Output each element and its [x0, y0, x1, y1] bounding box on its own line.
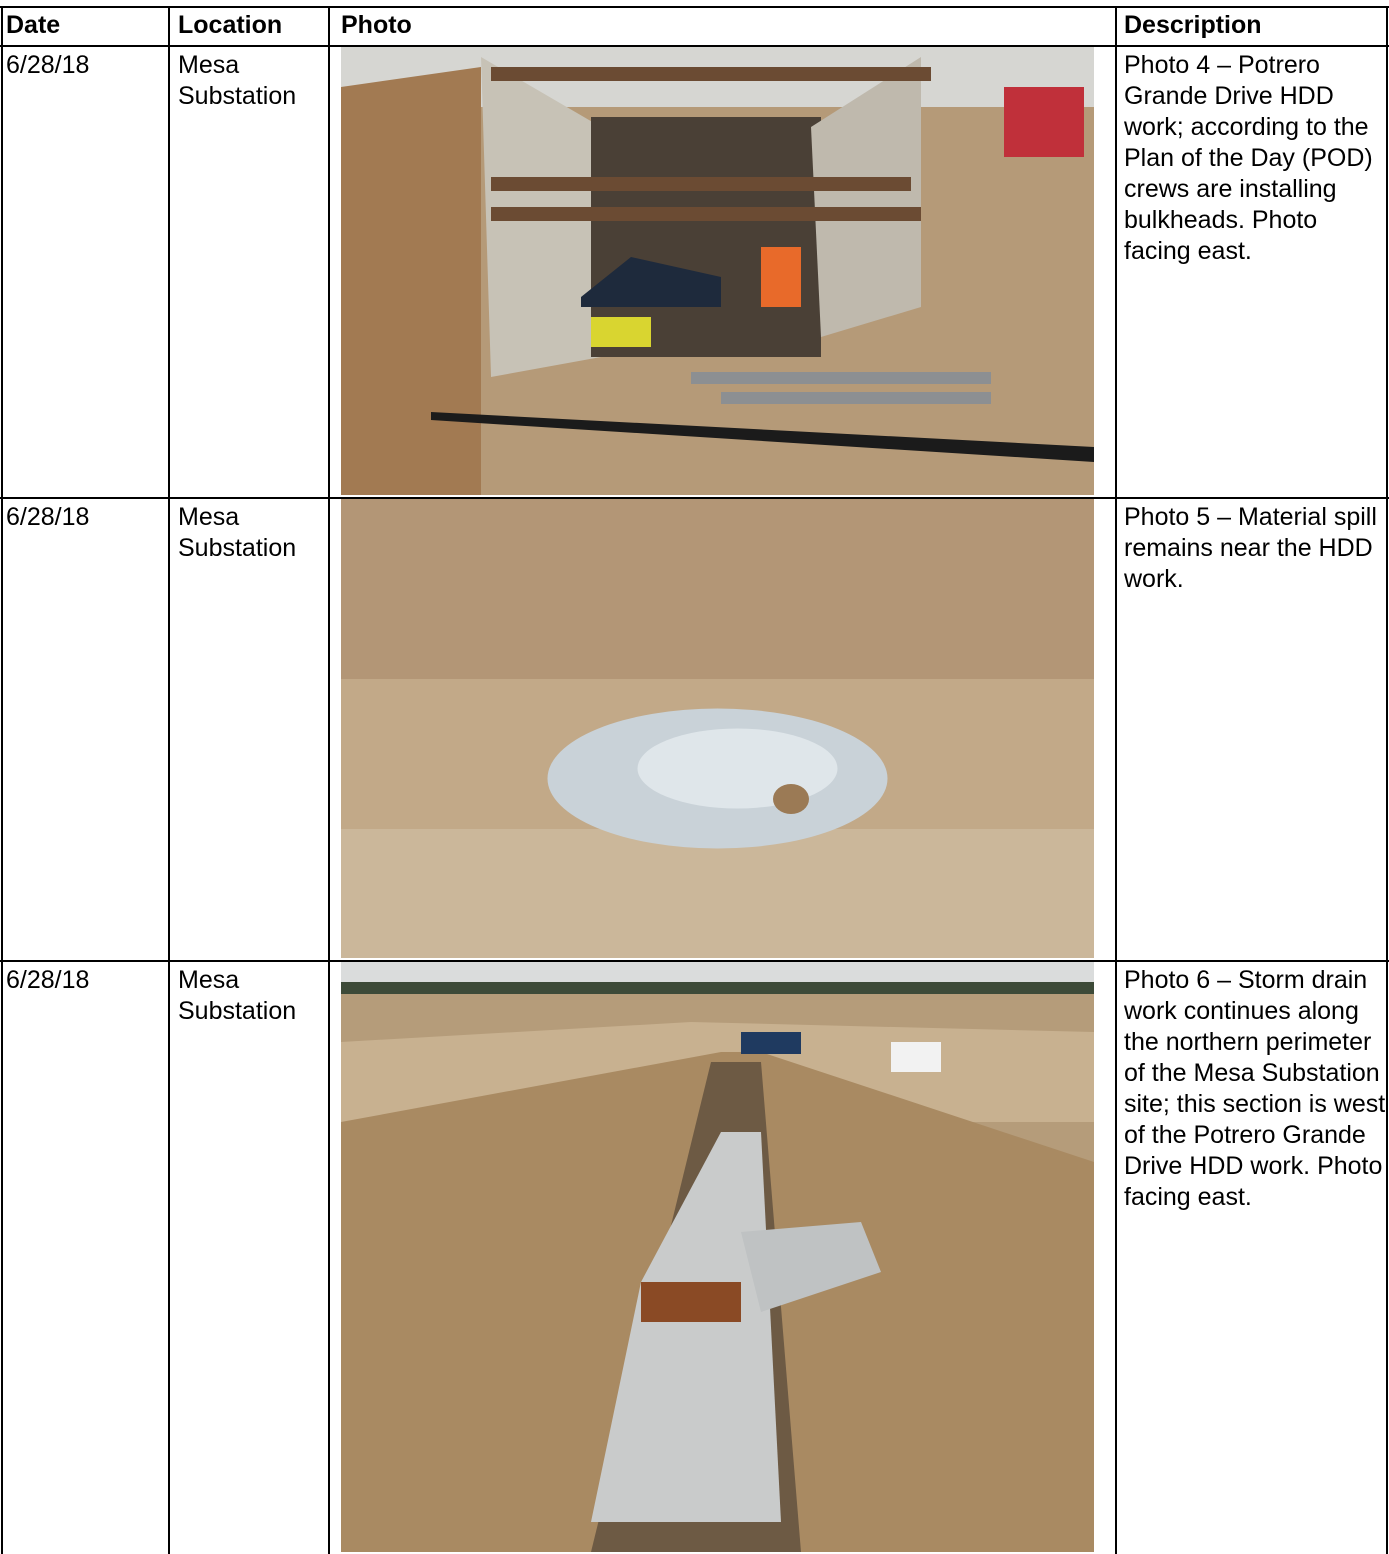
description: Photo 6 – Storm drain work continues alo…	[1124, 966, 1386, 1211]
photo	[341, 962, 1094, 1552]
row-border	[0, 960, 1389, 962]
column-header: Photo	[341, 11, 412, 39]
location: Mesa Substation	[178, 51, 297, 110]
column-border	[328, 6, 330, 1554]
column-border	[1386, 6, 1388, 1554]
column-header: Description	[1124, 11, 1262, 39]
column-header: Date	[6, 11, 61, 39]
description: Photo 5 – Material spill remains near th…	[1124, 503, 1377, 593]
column-header: Location	[178, 11, 283, 39]
location: Mesa Substation	[178, 966, 297, 1025]
photo	[341, 499, 1094, 958]
date: 6/28/18	[6, 503, 90, 531]
photo	[341, 47, 1094, 495]
row-border	[0, 6, 1389, 8]
description: Photo 4 – Potrero Grande Drive HDD work;…	[1124, 51, 1373, 265]
column-border	[1115, 6, 1117, 1554]
row-border	[0, 45, 1389, 47]
column-border	[1, 6, 3, 1554]
date: 6/28/18	[6, 966, 90, 994]
date: 6/28/18	[6, 51, 90, 79]
column-border	[168, 6, 170, 1554]
row-border	[0, 497, 1389, 499]
location: Mesa Substation	[178, 503, 297, 562]
